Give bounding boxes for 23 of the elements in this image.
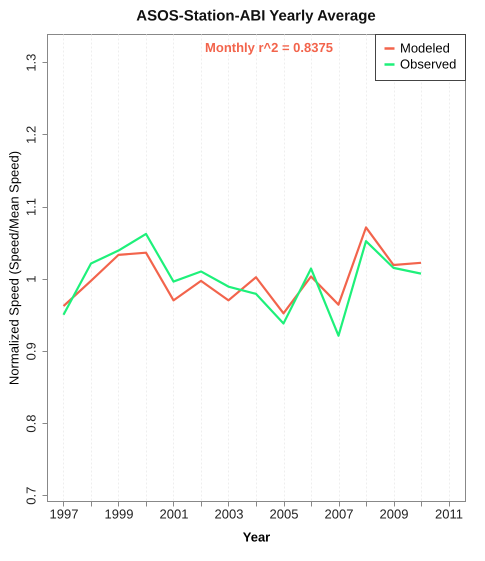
y-tick-label: 1 bbox=[24, 276, 38, 283]
y-tick-label: 0.9 bbox=[24, 342, 38, 360]
chart-title: ASOS-Station-ABI Yearly Average bbox=[136, 8, 376, 24]
y-tick-label: 1.3 bbox=[24, 54, 38, 72]
x-tick-label: 1999 bbox=[104, 506, 134, 522]
y-tick-label: 0.7 bbox=[24, 486, 38, 505]
x-tick-label: 2009 bbox=[380, 506, 408, 522]
legend-label: Observed bbox=[400, 56, 456, 72]
y-tick-label: 1.2 bbox=[24, 126, 38, 144]
x-tick-label: 2005 bbox=[270, 506, 298, 522]
x-tick-label: 2003 bbox=[214, 506, 244, 522]
x-tick-label: 1997 bbox=[50, 506, 78, 522]
x-axis-title: Year bbox=[242, 530, 270, 544]
y-tick-label: 0.8 bbox=[24, 414, 38, 433]
line-series bbox=[62, 232, 422, 337]
x-tick-label: 2011 bbox=[435, 506, 463, 522]
x-tick-label: 2007 bbox=[324, 506, 354, 522]
x-tick-label: 2001 bbox=[160, 506, 188, 522]
line-series bbox=[62, 226, 422, 314]
y-axis-title: Normalized Speed (Speed/Mean Speed) bbox=[6, 150, 22, 386]
annotation: Monthly r^2 = 0.8375 bbox=[205, 40, 333, 55]
legend-label: Modeled bbox=[400, 40, 450, 56]
y-tick-label: 1.1 bbox=[24, 198, 38, 216]
